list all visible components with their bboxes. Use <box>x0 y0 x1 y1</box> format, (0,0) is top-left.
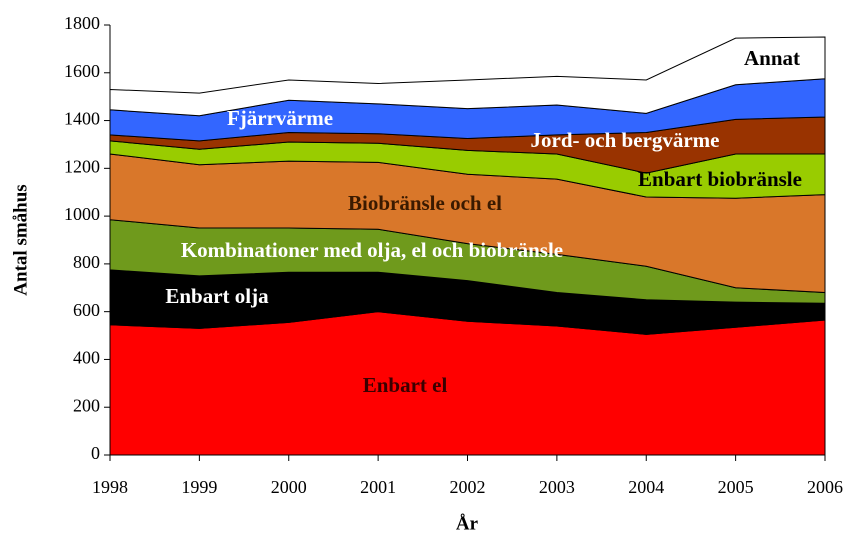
area-label: Enbart biobränsle <box>638 167 802 191</box>
y-tick-label: 1600 <box>64 61 100 81</box>
x-tick-label: 2001 <box>360 477 396 497</box>
y-tick-label: 0 <box>91 443 100 463</box>
area-label: Enbart el <box>363 373 448 397</box>
y-tick-label: 1000 <box>64 204 100 224</box>
x-tick-label: 2006 <box>807 477 843 497</box>
area-label: Enbart olja <box>165 284 269 308</box>
area-label: Fjärrvärme <box>227 106 333 130</box>
x-tick-label: 1999 <box>181 477 217 497</box>
area-label: Biobränsle och el <box>348 191 502 215</box>
y-tick-label: 1200 <box>64 156 100 176</box>
area-label: Annat <box>744 46 800 70</box>
y-axis-title: Antal småhus <box>10 184 31 295</box>
x-tick-label: 2004 <box>628 477 664 497</box>
x-tick-label: 2002 <box>450 477 486 497</box>
y-tick-label: 400 <box>73 348 100 368</box>
y-tick-label: 1800 <box>64 13 100 33</box>
y-tick-label: 800 <box>73 252 100 272</box>
x-tick-label: 2005 <box>718 477 754 497</box>
area <box>109 36 826 117</box>
x-tick-label: 2000 <box>271 477 307 497</box>
area-label: Jord- och bergvärme <box>531 128 720 152</box>
y-tick-label: 200 <box>73 395 100 415</box>
x-axis-title: År <box>456 513 479 534</box>
y-tick-label: 1400 <box>64 109 100 129</box>
y-tick-label: 600 <box>73 300 100 320</box>
area <box>109 311 826 456</box>
x-tick-label: 1998 <box>92 477 128 497</box>
x-tick-label: 2003 <box>539 477 575 497</box>
area-label: Kombinationer med olja, el och biobränsl… <box>181 238 563 262</box>
